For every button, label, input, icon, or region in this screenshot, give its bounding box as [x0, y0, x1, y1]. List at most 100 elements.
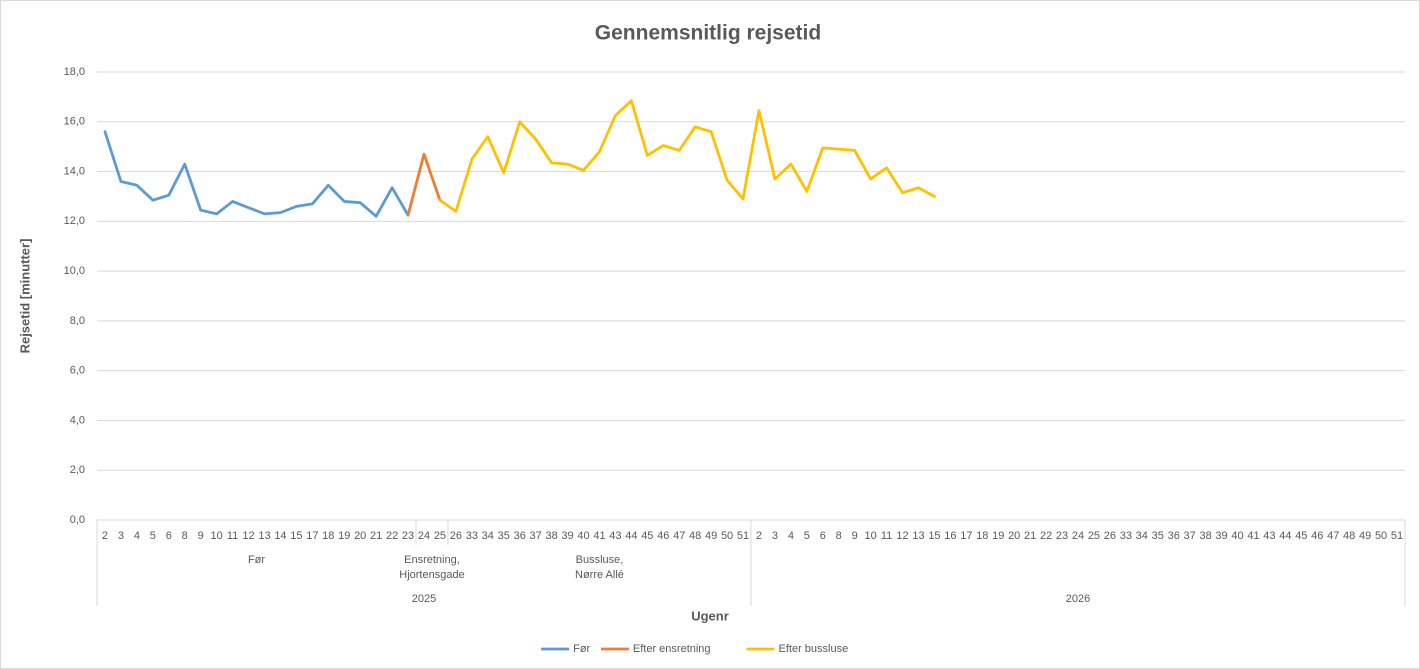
x-tick-label: 20	[354, 530, 366, 542]
x-tick-label: 4	[788, 530, 794, 542]
x-tick-label: 46	[657, 530, 669, 542]
x-tick-label: 2	[102, 530, 108, 542]
y-tick-label: 8,0	[70, 315, 85, 327]
x-tick-label: 37	[1184, 530, 1196, 542]
y-tick-label: 4,0	[70, 414, 85, 426]
x-tick-label: 11	[227, 530, 238, 542]
legend-label: Efter ensretning	[633, 643, 711, 655]
x-tick-label: 12	[242, 530, 254, 542]
x-tick-label: 10	[211, 530, 223, 542]
x-axis-label: Ugenr	[691, 608, 729, 623]
x-tick-label: 16	[944, 530, 956, 542]
x-tick-label: 26	[450, 530, 462, 542]
x-tick-label: 24	[418, 530, 430, 542]
series-line	[406, 152, 442, 217]
x-tick-label: 6	[820, 530, 826, 542]
y-tick-label: 2,0	[70, 464, 85, 476]
y-tick-label: 14,0	[64, 165, 85, 177]
y-tick-label: 18,0	[64, 66, 85, 78]
x-tick-label: 8	[836, 530, 842, 542]
x-tick-label: 38	[1199, 530, 1211, 542]
x-tick-label: 13	[912, 530, 924, 542]
x-tick-label: 38	[545, 530, 557, 542]
x-tick-label: 39	[561, 530, 573, 542]
x-tick-label: 18	[976, 530, 988, 542]
x-tick-label: 45	[641, 530, 653, 542]
x-tick-label: 36	[514, 530, 526, 542]
group-label: Før	[248, 554, 265, 566]
legend-label: Før	[573, 643, 590, 655]
legend-label: Efter bussluse	[779, 643, 849, 655]
x-tick-label: 5	[804, 530, 810, 542]
x-tick-label: 21	[370, 530, 382, 542]
x-tick-label: 19	[992, 530, 1004, 542]
y-axis-label: Rejsetid [minutter]	[17, 239, 32, 354]
x-tick-label: 26	[1104, 530, 1116, 542]
x-tick-label: 48	[1343, 530, 1355, 542]
x-tick-label: 25	[1088, 530, 1100, 542]
x-tick-label: 10	[865, 530, 877, 542]
x-tick-label: 44	[1279, 530, 1291, 542]
x-tick-label: 34	[482, 530, 494, 542]
group-label: Ensretning,	[404, 554, 460, 566]
x-tick-label: 35	[498, 530, 510, 542]
year-label: 2026	[1066, 593, 1090, 605]
x-tick-label: 39	[1215, 530, 1227, 542]
x-tick-label: 5	[150, 530, 156, 542]
x-tick-label: 48	[689, 530, 701, 542]
x-tick-label: 51	[737, 530, 749, 542]
series-line	[438, 99, 936, 213]
x-tick-label: 49	[1359, 530, 1371, 542]
x-tick-label: 4	[134, 530, 140, 542]
x-tick-label: 49	[705, 530, 717, 542]
x-tick-label: 37	[530, 530, 542, 542]
x-tick-label: 9	[198, 530, 204, 542]
y-tick-label: 12,0	[64, 215, 85, 227]
x-tick-label: 23	[1056, 530, 1068, 542]
x-tick-label: 22	[1040, 530, 1052, 542]
y-tick-label: 6,0	[70, 365, 85, 377]
x-tick-label: 15	[290, 530, 302, 542]
x-tick-label: 45	[1295, 530, 1307, 542]
x-tick-label: 17	[960, 530, 972, 542]
series-line	[103, 130, 410, 218]
x-tick-label: 14	[274, 530, 286, 542]
x-tick-label: 43	[1263, 530, 1275, 542]
x-tick-label: 2	[756, 530, 762, 542]
x-tick-label: 47	[673, 530, 685, 542]
x-tick-label: 34	[1136, 530, 1148, 542]
x-tick-label: 20	[1008, 530, 1020, 542]
x-tick-label: 9	[852, 530, 858, 542]
x-tick-label: 8	[182, 530, 188, 542]
x-tick-label: 33	[1120, 530, 1132, 542]
x-tick-label: 41	[593, 530, 605, 542]
x-tick-label: 35	[1152, 530, 1164, 542]
y-tick-label: 16,0	[64, 116, 85, 128]
x-tick-label: 18	[322, 530, 334, 542]
x-tick-label: 24	[1072, 530, 1084, 542]
group-label: Nørre Allé	[575, 569, 624, 581]
x-tick-label: 6	[166, 530, 172, 542]
x-tick-label: 40	[577, 530, 589, 542]
x-tick-label: 33	[466, 530, 478, 542]
x-tick-label: 51	[1391, 530, 1403, 542]
x-tick-label: 17	[306, 530, 318, 542]
x-tick-label: 11	[881, 530, 892, 542]
x-tick-label: 47	[1327, 530, 1339, 542]
y-tick-label: 0,0	[70, 514, 85, 526]
x-tick-label: 21	[1024, 530, 1036, 542]
x-tick-label: 40	[1231, 530, 1243, 542]
x-tick-label: 44	[625, 530, 637, 542]
group-label: Hjortensgade	[399, 569, 464, 581]
x-tick-label: 3	[772, 530, 778, 542]
y-tick-label: 10,0	[64, 265, 85, 277]
x-tick-label: 50	[1375, 530, 1387, 542]
year-label: 2025	[412, 593, 436, 605]
x-tick-label: 50	[721, 530, 733, 542]
group-label: Bussluse,	[576, 554, 624, 566]
x-tick-label: 46	[1311, 530, 1323, 542]
x-tick-label: 12	[896, 530, 908, 542]
x-tick-label: 19	[338, 530, 350, 542]
